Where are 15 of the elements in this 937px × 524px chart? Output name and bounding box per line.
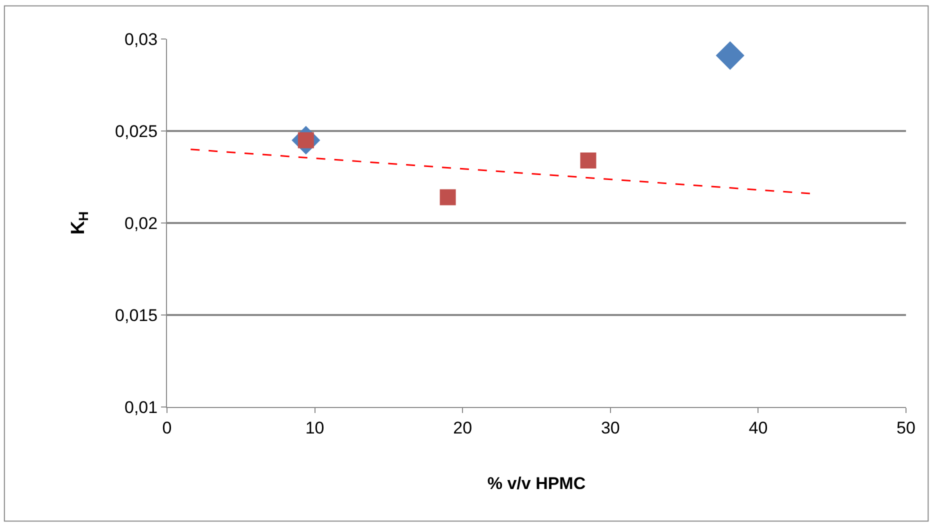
x-tick-label: 10 — [305, 418, 324, 438]
x-tick-label: 40 — [748, 418, 768, 438]
x-tick-label: 50 — [896, 418, 916, 438]
x-tick-label: 30 — [600, 418, 620, 438]
x-axis-title: % v/v HPMC — [487, 474, 586, 493]
x-tick-label: 20 — [453, 418, 472, 438]
y-tick-label: 0,02 — [124, 214, 158, 233]
y-tick-label: 0,025 — [115, 122, 158, 141]
point — [440, 189, 456, 206]
point — [580, 152, 596, 168]
y-tick-label: 0,015 — [115, 306, 158, 325]
point — [716, 41, 744, 70]
x-tick-label: 0 — [162, 418, 172, 438]
y-tick-label: 0,01 — [124, 398, 158, 417]
y-tick-label: 0,03 — [124, 30, 158, 49]
